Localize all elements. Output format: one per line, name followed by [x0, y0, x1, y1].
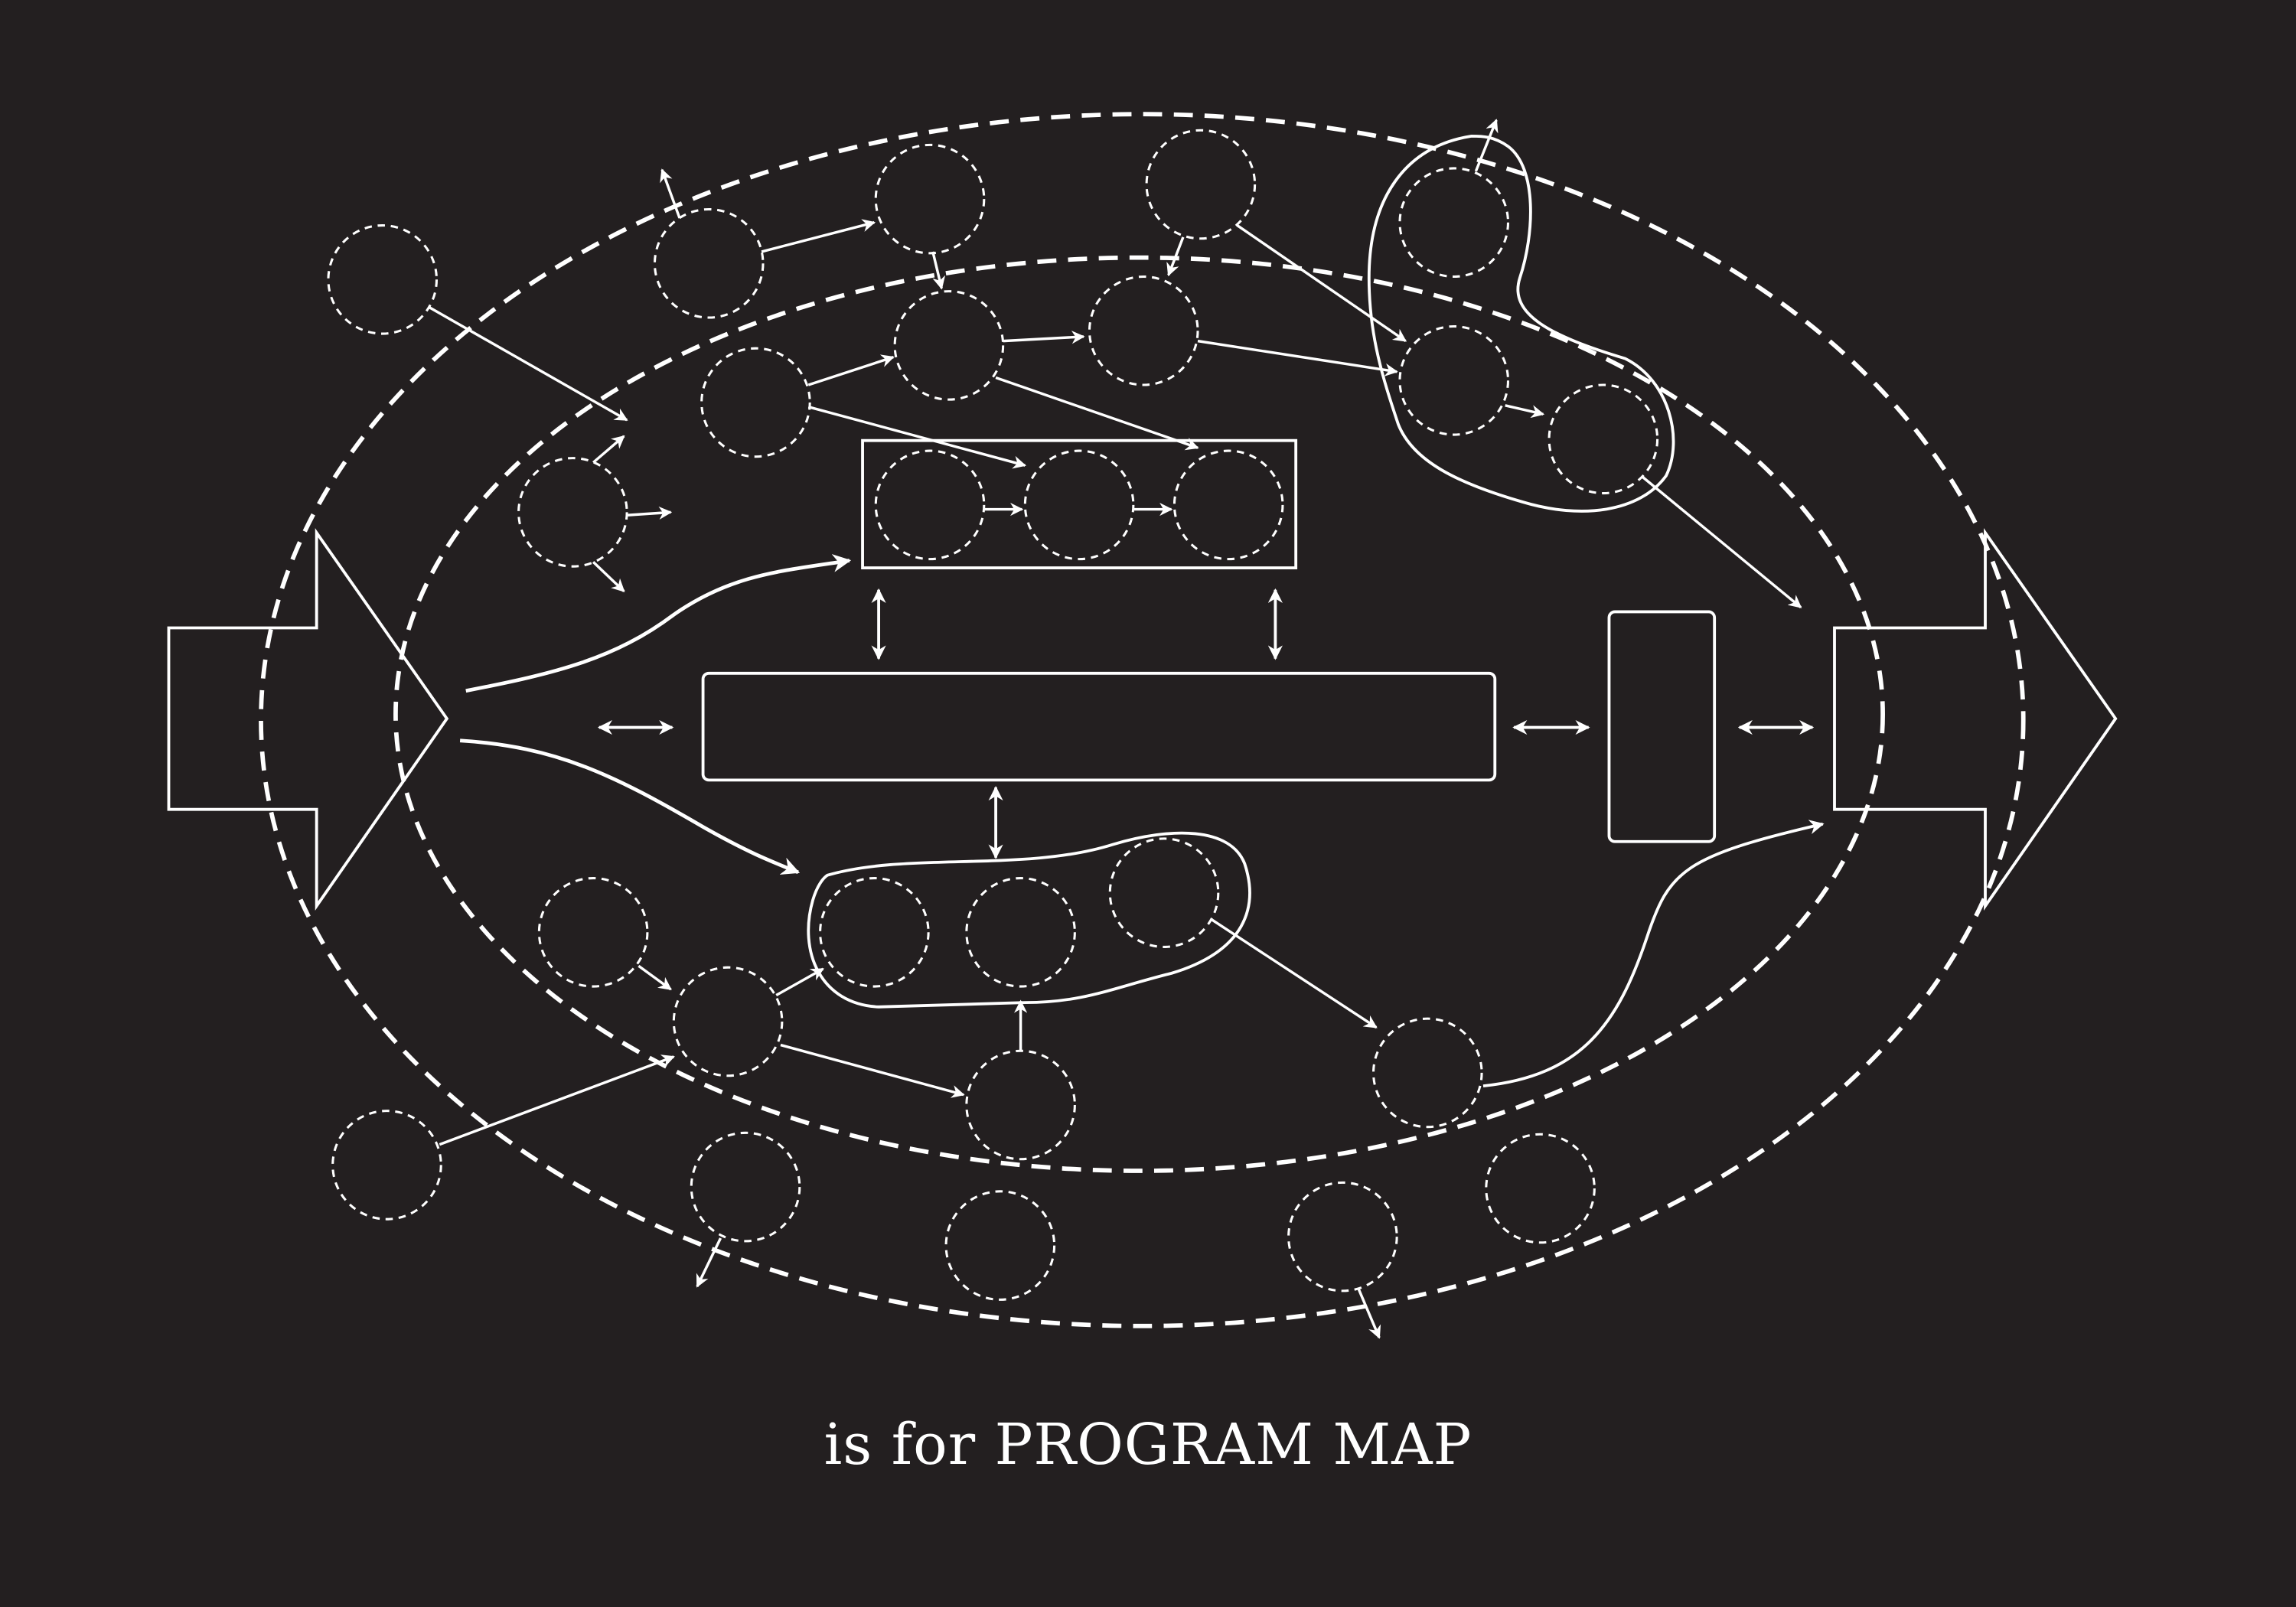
- output-arrow: [1833, 528, 2118, 911]
- caption-lead: is for: [823, 1412, 977, 1478]
- right-group-outline: [1367, 134, 1675, 513]
- top-group-box: [861, 438, 1298, 569]
- flow-curve-lower: [459, 738, 801, 875]
- central-bar: [701, 671, 1497, 782]
- program-nodes: [327, 129, 1659, 1301]
- diagram-caption: is for PROGRAM MAP: [0, 1412, 2296, 1478]
- inner-boundary-ellipse: [393, 255, 1885, 1173]
- outer-boundary-ellipse: [259, 112, 2026, 1328]
- caption-title: PROGRAM MAP: [994, 1412, 1473, 1478]
- double-arrows: [597, 588, 1815, 859]
- input-arrow: [167, 528, 449, 911]
- node-connections: [429, 119, 1802, 1339]
- bottom-group-outline: [807, 831, 1251, 1009]
- flow-curve-to-output: [1482, 820, 1825, 1088]
- flow-curve-upper: [465, 554, 852, 693]
- side-box: [1607, 610, 1717, 843]
